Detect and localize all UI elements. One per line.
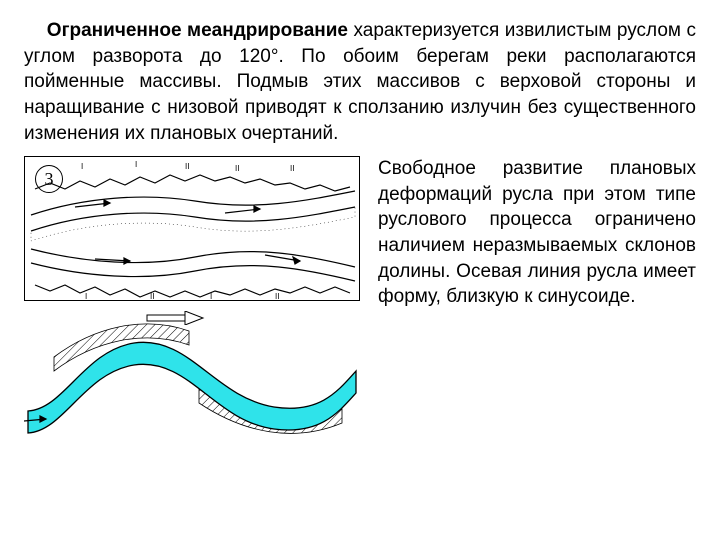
lower-row: 3 II IIII II <box>24 156 696 446</box>
svg-text:I: I <box>85 292 87 301</box>
figure-column: 3 II IIII II <box>24 156 364 446</box>
figure-river-sinusoid <box>24 311 360 446</box>
svg-text:I: I <box>135 160 137 169</box>
svg-text:II: II <box>150 292 154 301</box>
svg-text:II: II <box>185 162 189 171</box>
svg-text:II: II <box>275 292 279 301</box>
svg-text:I: I <box>81 162 83 171</box>
svg-text:II: II <box>290 164 294 173</box>
bold-term: Ограниченное меандрирование <box>47 20 348 41</box>
paragraph-1: Ограниченное меандрирование характеризуе… <box>24 18 696 146</box>
figure-meander-plan: 3 II IIII II <box>24 156 360 301</box>
figure-number-3: 3 <box>35 165 63 193</box>
sinusoid-svg <box>24 311 360 446</box>
meander-svg: II IIII II <box>25 157 361 302</box>
svg-text:II: II <box>235 164 239 173</box>
paragraph-2: Свободное развитие плановых деформаций р… <box>378 156 696 446</box>
svg-text:I: I <box>210 292 212 301</box>
